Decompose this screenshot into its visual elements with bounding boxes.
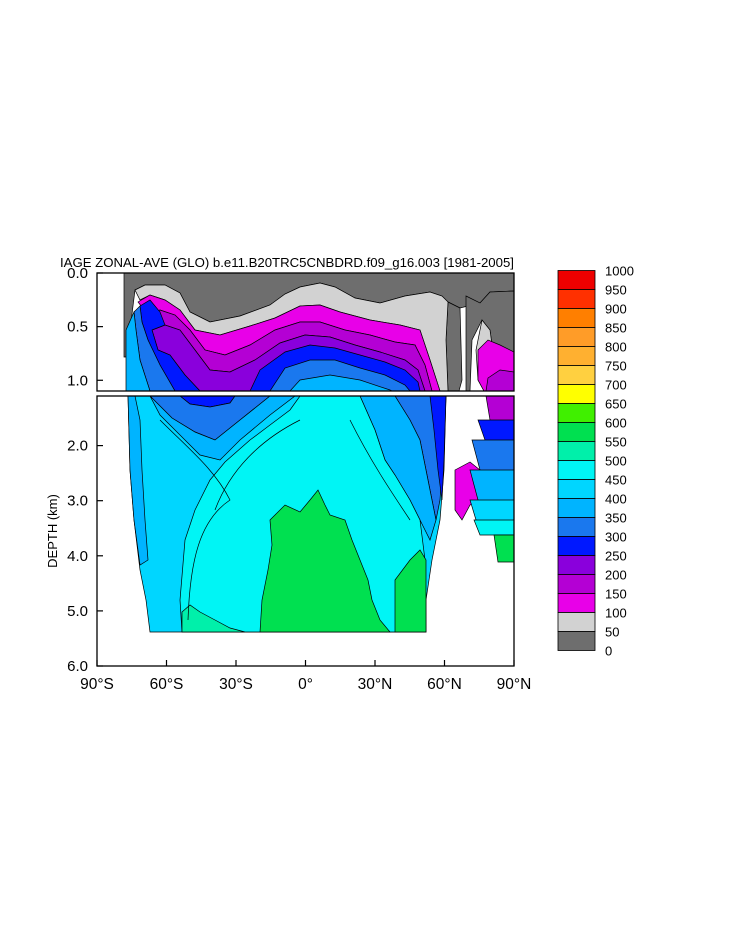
upper-panel xyxy=(96,272,515,392)
colorbar-box xyxy=(557,346,596,366)
contour-band-350 xyxy=(149,396,296,461)
colorbar-box xyxy=(557,327,596,347)
contour-band-350 xyxy=(125,310,151,391)
colorbar-label: 450 xyxy=(605,473,627,488)
colorbar-label: 600 xyxy=(605,416,627,431)
colorbar-box xyxy=(557,365,596,385)
y-tick-label: 2.0 xyxy=(67,438,88,455)
colorbar-label: 800 xyxy=(605,340,627,355)
colorbar-label: 250 xyxy=(605,549,627,564)
colorbar-label: 0 xyxy=(605,644,612,659)
y-tick-label: 0.5 xyxy=(67,319,88,336)
contour-band-350 xyxy=(289,374,393,391)
contour-band-450 xyxy=(473,519,514,536)
colorbar-label: 1000 xyxy=(605,264,634,279)
contour-line xyxy=(214,419,301,511)
contour-line xyxy=(349,419,411,521)
y-tick-label: 5.0 xyxy=(67,603,88,620)
colorbar-box xyxy=(557,403,596,423)
colorbar-label: 850 xyxy=(605,321,627,336)
colorbar-box xyxy=(557,270,596,290)
x-tick-label: 0° xyxy=(298,676,313,693)
contour-band-0 xyxy=(445,301,463,391)
y-tick-label: 4.0 xyxy=(67,548,88,565)
x-tick-label: 30°N xyxy=(358,676,393,693)
y-tick-label: 3.0 xyxy=(67,493,88,510)
colorbar-label: 700 xyxy=(605,378,627,393)
contour-band-350 xyxy=(127,396,149,566)
contour-band-250 xyxy=(429,396,447,501)
colorbar-label: 300 xyxy=(605,530,627,545)
colorbar-label: 900 xyxy=(605,302,627,317)
colorbar-box xyxy=(557,517,596,537)
chart-title: IAGE ZONAL-AVE (GLO) b.e11.B20TRC5CNBDRD… xyxy=(60,255,514,270)
colorbar-box xyxy=(557,384,596,404)
contour-band-550 xyxy=(259,489,391,633)
colorbar-box xyxy=(557,422,596,442)
x-tick-label: 90°S xyxy=(80,676,114,693)
x-tick-label: 60°S xyxy=(150,676,184,693)
contour-line xyxy=(159,419,231,621)
colorbar-box xyxy=(557,460,596,480)
colorbar-box xyxy=(557,289,596,309)
colorbar-box xyxy=(557,612,596,632)
colorbar-box xyxy=(557,441,596,461)
colorbar-label: 550 xyxy=(605,435,627,450)
colorbar-label: 200 xyxy=(605,568,627,583)
colorbar-label: 650 xyxy=(605,397,627,412)
colorbar-label: 50 xyxy=(605,625,619,640)
colorbar: 1000950900850800750700650600550500450400… xyxy=(557,264,634,659)
upper-panel-frame xyxy=(96,272,515,392)
contour-band-550 xyxy=(394,549,427,633)
x-tick-label: 30°S xyxy=(219,676,253,693)
colorbar-box xyxy=(557,536,596,556)
colorbar-box xyxy=(557,479,596,499)
y-tick-label: 1.0 xyxy=(67,372,88,389)
colorbar-label: 100 xyxy=(605,606,627,621)
x-axis: 90°S 60°S 30°S 0° 30°N 60°N 90°N xyxy=(80,660,531,693)
x-tick-label: 90°N xyxy=(497,676,532,693)
y-axis: 0.0 0.5 1.0 2.0 3.0 4.0 5.0 6.0 xyxy=(67,265,103,675)
colorbar-box xyxy=(557,308,596,328)
y-tick-label: 0.0 xyxy=(67,265,88,282)
y-axis-label: DEPTH (km) xyxy=(45,494,60,568)
contour-band-550 xyxy=(493,534,514,563)
colorbar-label: 750 xyxy=(605,359,627,374)
colorbar-box xyxy=(557,593,596,613)
colorbar-box xyxy=(557,498,596,518)
colorbar-label: 350 xyxy=(605,511,627,526)
colorbar-box xyxy=(557,631,596,651)
contour-band-500 xyxy=(181,604,246,633)
colorbar-label: 150 xyxy=(605,587,627,602)
colorbar-label: 400 xyxy=(605,492,627,507)
contour-band-150 xyxy=(485,369,514,391)
y-tick-label: 6.0 xyxy=(67,658,88,675)
x-tick-label: 60°N xyxy=(427,676,462,693)
colorbar-label: 500 xyxy=(605,454,627,469)
colorbar-box xyxy=(557,555,596,575)
lower-panel xyxy=(96,395,515,667)
colorbar-box xyxy=(557,574,596,594)
colorbar-label: 950 xyxy=(605,283,627,298)
